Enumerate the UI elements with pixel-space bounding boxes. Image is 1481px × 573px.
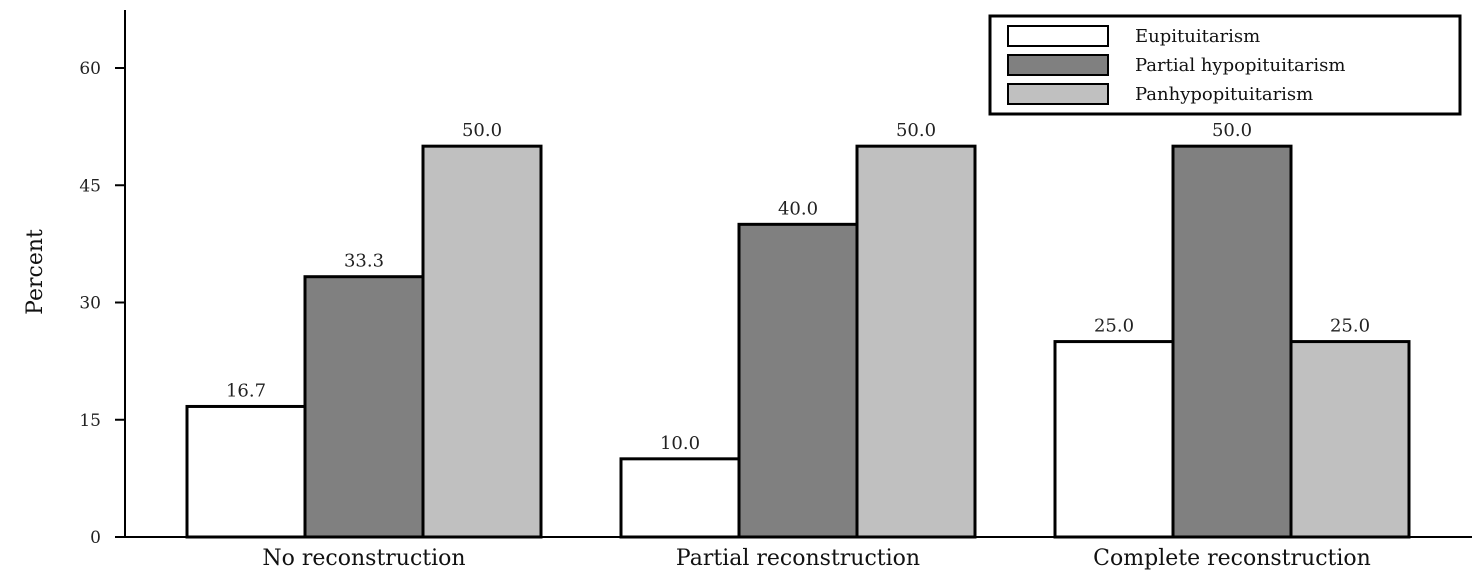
y-axis-title: Percent bbox=[23, 229, 48, 315]
x-category-label: Partial reconstruction bbox=[676, 546, 920, 571]
bar bbox=[303, 275, 425, 539]
legend-swatch bbox=[1007, 83, 1109, 105]
legend-swatch bbox=[1007, 54, 1109, 76]
legend-label: Eupituitarism bbox=[1135, 26, 1260, 47]
bar-value-label: 16.7 bbox=[226, 380, 266, 401]
category-labels: No reconstruction Partial reconstruction C… bbox=[262, 546, 1370, 571]
legend-label: Panhypopituitarism bbox=[1135, 84, 1313, 105]
bar bbox=[855, 144, 977, 539]
legend-label: Partial hypopituitarism bbox=[1135, 55, 1345, 76]
bar-value-label: 33.3 bbox=[344, 251, 384, 272]
x-category-label: No reconstruction bbox=[262, 546, 465, 571]
bar bbox=[1289, 340, 1411, 539]
y-tick-label: 15 bbox=[79, 411, 101, 431]
bar bbox=[185, 404, 307, 539]
bar bbox=[619, 457, 741, 539]
y-tick-label: 0 bbox=[90, 528, 101, 548]
bar bbox=[1053, 340, 1175, 539]
y-tick-label: 60 bbox=[79, 59, 101, 79]
legend-swatch bbox=[1007, 25, 1109, 47]
bars bbox=[185, 144, 1411, 539]
bar bbox=[421, 144, 543, 539]
y-tick-label: 45 bbox=[79, 176, 101, 196]
y-ticks: 0 15 30 45 60 bbox=[79, 59, 125, 548]
bar-value-label: 25.0 bbox=[1330, 316, 1370, 337]
bar-value-label: 50.0 bbox=[896, 120, 936, 141]
bar-value-label: 50.0 bbox=[1212, 120, 1252, 141]
legend: Eupituitarism Partial hypopituitarism Panh… bbox=[988, 14, 1462, 116]
bar bbox=[1171, 144, 1293, 539]
bar-value-label: 10.0 bbox=[660, 433, 700, 454]
bar-value-label: 40.0 bbox=[778, 198, 818, 219]
data-labels: 16.7 33.3 50.0 10.0 40.0 50.0 25.0 50.0 25.0 bbox=[226, 120, 1370, 454]
x-category-label: Complete reconstruction bbox=[1093, 546, 1371, 571]
bar-value-label: 25.0 bbox=[1094, 316, 1134, 337]
bar bbox=[737, 222, 859, 539]
y-tick-label: 30 bbox=[79, 294, 101, 314]
bar-value-label: 50.0 bbox=[462, 120, 502, 141]
